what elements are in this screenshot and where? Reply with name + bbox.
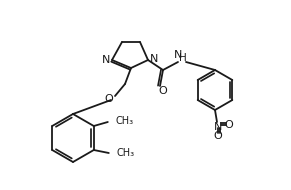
Text: O: O <box>225 120 233 130</box>
Text: N: N <box>214 122 222 132</box>
Text: N: N <box>150 54 158 64</box>
Text: H: H <box>179 53 187 63</box>
Text: O: O <box>105 94 113 104</box>
Text: O: O <box>214 131 222 141</box>
Text: N: N <box>174 50 182 60</box>
Text: CH₃: CH₃ <box>117 148 135 158</box>
Text: O: O <box>159 86 167 96</box>
Text: N: N <box>102 55 110 65</box>
Text: CH₃: CH₃ <box>116 116 134 126</box>
